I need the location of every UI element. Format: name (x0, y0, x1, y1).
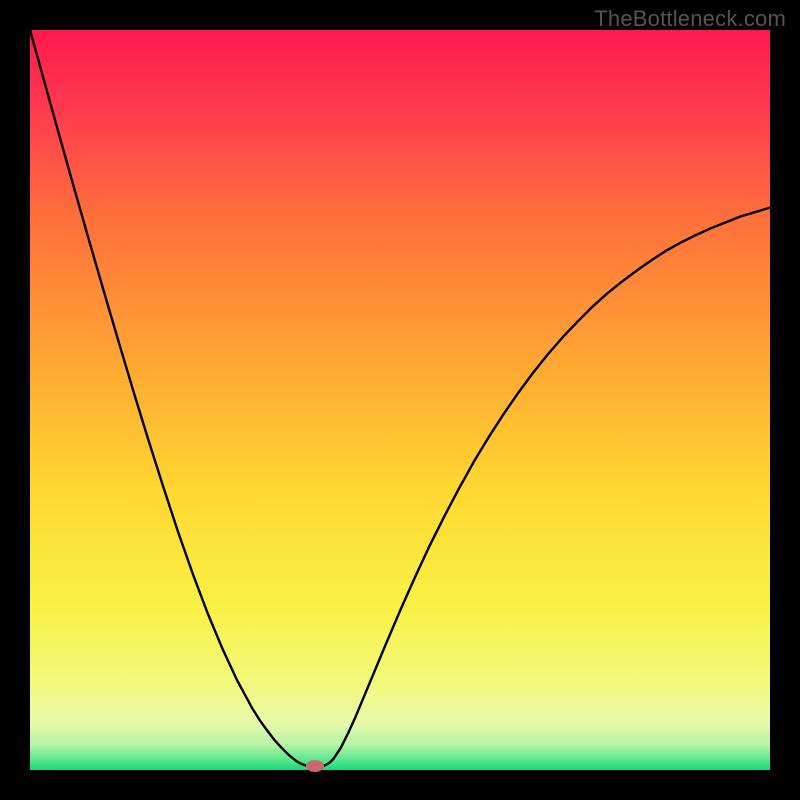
bottleneck-curve (30, 30, 770, 770)
chart-stage: TheBottleneck.com (0, 0, 800, 800)
plot-area (30, 30, 770, 770)
watermark-text: TheBottleneck.com (594, 6, 786, 32)
optimum-marker (306, 760, 324, 772)
